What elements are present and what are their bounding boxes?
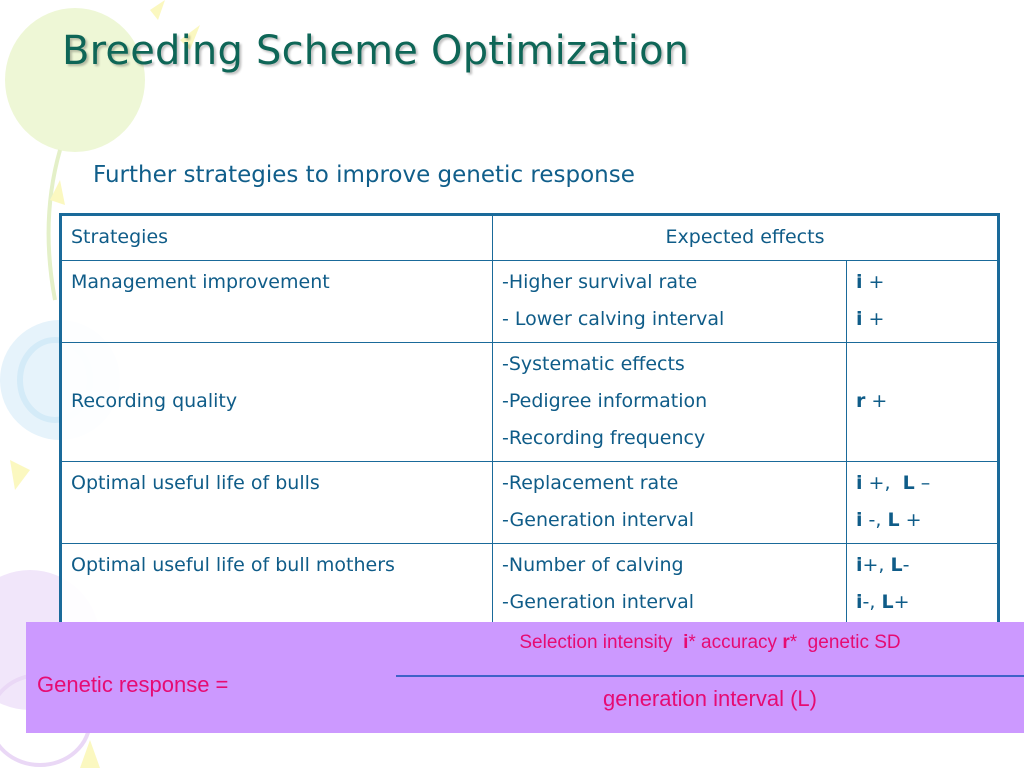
impact-item: i +, L –: [856, 472, 931, 494]
effect-item: -Generation interval: [502, 591, 695, 613]
strategy-cell: Optimal useful life of bulls: [60, 461, 493, 544]
header-strategies: Strategies: [60, 214, 493, 261]
impact-cell: i +, L – i -, L +: [846, 461, 999, 544]
effect-item: -Recording frequency: [502, 427, 706, 449]
effect-item: -Systematic effects: [502, 353, 685, 375]
impact-cell: i + i +: [846, 260, 999, 343]
effect-item: - Lower calving interval: [502, 308, 725, 330]
slide-title: Breeding Scheme Optimization: [62, 28, 690, 74]
strategy-cell: Management improvement: [60, 260, 493, 343]
effect-item: -Generation interval: [502, 509, 695, 531]
impact-cell: i+, L- i-, L+: [846, 543, 999, 627]
table-row: Management improvement -Higher survival …: [60, 260, 999, 343]
table-header-row: Strategies Expected effects: [60, 214, 999, 261]
impact-cell: r +: [846, 342, 999, 462]
impact-item: i+, L-: [856, 554, 910, 576]
effect-item: -Higher survival rate: [502, 271, 698, 293]
table-row: Optimal useful life of bulls -Replacemen…: [60, 461, 999, 544]
slide-subtitle: Further strategies to improve genetic re…: [93, 162, 635, 188]
impact-item: r +: [856, 390, 888, 412]
impact-item: i-, L+: [856, 591, 910, 613]
impact-item: i +: [856, 271, 885, 293]
effects-cell: -Systematic effects -Pedigree informatio…: [492, 342, 847, 462]
impact-item: i +: [856, 308, 885, 330]
effects-cell: -Number of calving -Generation interval: [492, 543, 847, 627]
effects-cell: -Higher survival rate - Lower calving in…: [492, 260, 847, 343]
genetic-response-formula: Genetic response = Selection intensity i…: [26, 622, 1024, 733]
effect-item: -Replacement rate: [502, 472, 679, 494]
strategy-cell: Recording quality: [60, 342, 493, 462]
fraction-bar: [396, 675, 1024, 677]
header-expected-effects: Expected effects: [492, 214, 999, 261]
formula-numerator: Selection intensity i* accuracy r* genet…: [519, 632, 901, 653]
strategy-cell: Optimal useful life of bull mothers: [60, 543, 493, 627]
impact-item: i -, L +: [856, 509, 922, 531]
table-row: Optimal useful life of bull mothers -Num…: [60, 543, 999, 627]
effect-item: -Pedigree information: [502, 390, 708, 412]
effect-item: -Number of calving: [502, 554, 684, 576]
effects-cell: -Replacement rate -Generation interval: [492, 461, 847, 544]
formula-denominator: generation interval (L): [602, 686, 817, 711]
formula-lhs: Genetic response =: [37, 672, 229, 697]
table-row: Recording quality -Systematic effects -P…: [60, 342, 999, 462]
strategies-table: Strategies Expected effects Management i…: [59, 213, 1000, 628]
